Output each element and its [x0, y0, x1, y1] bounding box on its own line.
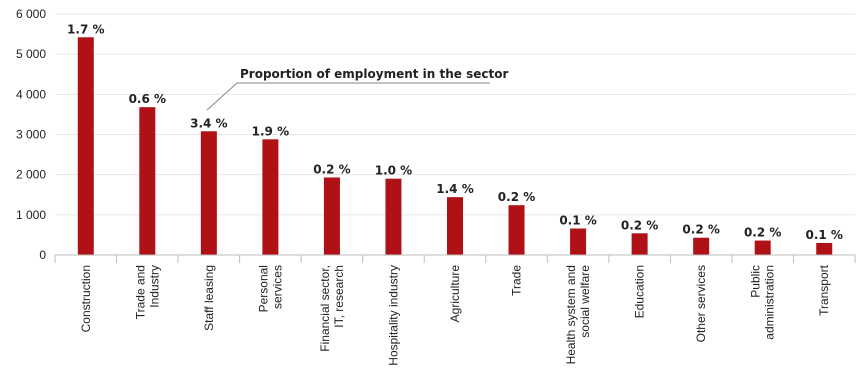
- bar-data-label: 3.4 %: [190, 116, 227, 130]
- bar-data-label: 1.9 %: [252, 124, 289, 138]
- y-tick-label: 1 000: [16, 208, 46, 222]
- category-label: Industry: [147, 265, 161, 308]
- y-tick-label: 6 000: [16, 7, 46, 21]
- bar-data-label: 1.0 %: [375, 164, 412, 178]
- bar: [570, 228, 587, 255]
- y-tick-label: 5 000: [16, 47, 46, 61]
- gridlines: [55, 13, 855, 216]
- category-label: administration: [763, 265, 777, 340]
- y-tick-label: 0: [39, 248, 46, 262]
- bar: [385, 178, 402, 255]
- bar-data-label: 0.1 %: [805, 228, 842, 242]
- bar: [139, 107, 156, 255]
- category-label: Health system and: [564, 265, 578, 364]
- category-label: Agriculture: [448, 265, 462, 323]
- category-label: services: [270, 265, 284, 309]
- bar-data-label: 0.2 %: [313, 162, 350, 176]
- bar-data-label: 0.1 %: [559, 213, 596, 227]
- bar: [200, 131, 217, 255]
- y-axis: 0 1 000 2 000 3 000 4 000 5 000 6 000: [16, 7, 46, 262]
- bar-data-label: 1.7 %: [67, 22, 104, 36]
- category-label: Transport: [817, 264, 831, 316]
- bar-data-label: 0.2 %: [682, 223, 719, 237]
- category-label: Trade: [510, 265, 524, 296]
- bar-data-label: 0.2 %: [744, 226, 781, 240]
- bar-data-label: 0.2 %: [498, 190, 535, 204]
- bar: [754, 240, 771, 255]
- annotation-text: Proportion of employment in the sector: [240, 67, 508, 81]
- category-label: Trade and: [133, 265, 147, 319]
- bar-data-label: 1.4 %: [436, 182, 473, 196]
- category-label: social welfare: [578, 265, 592, 338]
- x-axis: Construction Trade and Industry Staff leasi…: [54, 254, 856, 366]
- annotation-leader-line: [206, 82, 490, 111]
- category-label: Staff leasing: [202, 265, 216, 331]
- category-label: Public: [749, 265, 763, 298]
- bar: [447, 197, 463, 255]
- category-label: IT, research: [332, 265, 346, 328]
- category-label: Other services: [694, 265, 708, 342]
- bar-data-label: 0.2 %: [621, 218, 658, 232]
- bar: [508, 205, 525, 255]
- bar: [816, 242, 833, 255]
- bar: [693, 237, 710, 255]
- category-label: Construction: [79, 265, 93, 332]
- bar-data-label: 0.6 %: [129, 92, 166, 106]
- category-label: Education: [633, 265, 647, 318]
- bar: [262, 139, 279, 255]
- category-label: Financial sector,: [318, 265, 332, 352]
- bar: [323, 177, 340, 255]
- bar: [631, 233, 648, 255]
- category-label: Personal: [256, 265, 270, 312]
- y-tick-label: 2 000: [16, 168, 46, 182]
- y-tick-label: 4 000: [16, 87, 46, 101]
- annotation-group: Proportion of employment in the sector: [206, 67, 508, 111]
- category-label: Hospitality industry: [386, 265, 400, 366]
- y-tick-label: 3 000: [16, 128, 46, 142]
- bar: [77, 37, 94, 256]
- bar-series: 1.7 % 0.6 % 3.4 % 1.9 % 0.2 % 1.0 % 1.4 % 0.2 %…: [67, 22, 843, 256]
